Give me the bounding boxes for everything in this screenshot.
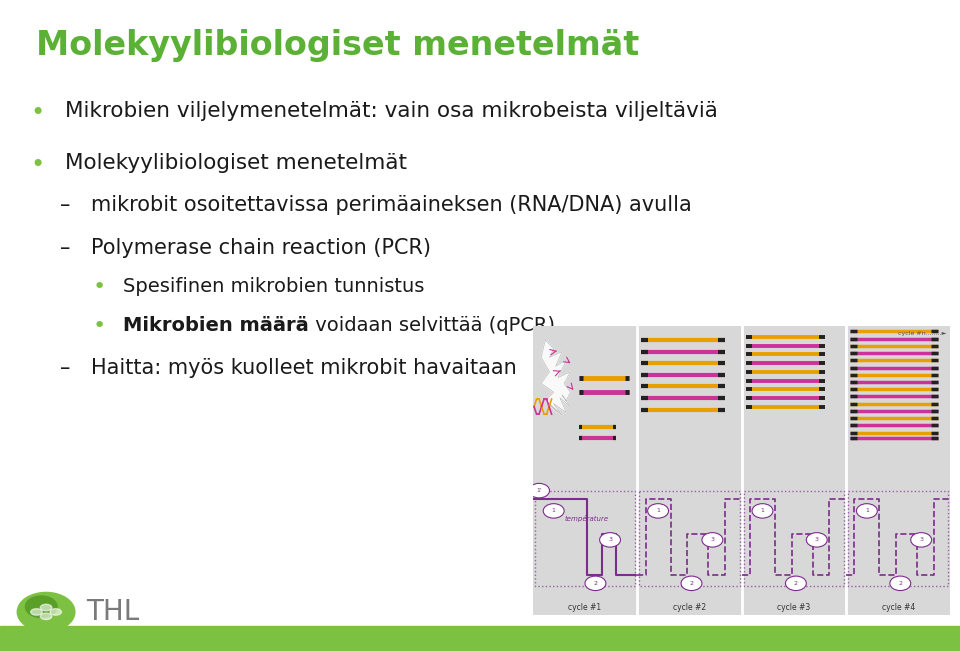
Text: 3: 3	[815, 537, 819, 542]
Ellipse shape	[38, 626, 69, 631]
Polygon shape	[541, 340, 570, 415]
Circle shape	[806, 533, 828, 547]
Circle shape	[681, 576, 702, 590]
Circle shape	[911, 533, 931, 547]
Text: 2: 2	[593, 581, 597, 586]
Circle shape	[600, 533, 620, 547]
Text: Spesifinen mikrobien tunnistus: Spesifinen mikrobien tunnistus	[123, 277, 424, 296]
Ellipse shape	[31, 609, 42, 615]
Text: Molekyylibiologiset menetelmät: Molekyylibiologiset menetelmät	[65, 153, 407, 173]
Text: cycle #4: cycle #4	[881, 603, 915, 613]
Text: cycle #2: cycle #2	[673, 603, 706, 613]
Text: 1': 1'	[537, 488, 542, 493]
Circle shape	[702, 533, 723, 547]
Text: –: –	[60, 238, 70, 258]
Text: 3: 3	[919, 537, 924, 542]
Circle shape	[856, 504, 877, 518]
Text: 2: 2	[689, 581, 693, 586]
Circle shape	[25, 596, 58, 617]
Text: Haitta: myös kuolleet mikrobit havaitaan: Haitta: myös kuolleet mikrobit havaitaan	[91, 358, 516, 378]
Ellipse shape	[40, 604, 52, 611]
Text: Mikrobien määrä: Mikrobien määrä	[123, 316, 308, 335]
Text: 1: 1	[865, 508, 869, 514]
Ellipse shape	[50, 609, 61, 615]
Text: cycle #1: cycle #1	[568, 603, 602, 613]
Text: •: •	[31, 153, 45, 177]
Text: 2: 2	[794, 581, 798, 586]
Text: 1: 1	[656, 508, 660, 514]
Circle shape	[529, 484, 549, 498]
Text: 3: 3	[608, 537, 612, 542]
Text: Mikrobien viljelymenetelmät: vain osa mikrobeista viljeltäviä: Mikrobien viljelymenetelmät: vain osa mi…	[65, 101, 718, 121]
Text: 3: 3	[710, 537, 714, 542]
Circle shape	[752, 504, 773, 518]
Text: THL: THL	[86, 598, 139, 626]
Circle shape	[890, 576, 911, 590]
Text: •: •	[93, 277, 107, 297]
Circle shape	[585, 576, 606, 590]
Text: cycle #n........►: cycle #n........►	[898, 331, 947, 337]
Text: cycle #3: cycle #3	[778, 603, 810, 613]
Text: Molekyylibiologiset menetelmät: Molekyylibiologiset menetelmät	[36, 29, 639, 62]
Bar	[0, 626, 960, 651]
Circle shape	[543, 504, 564, 518]
Circle shape	[17, 592, 75, 631]
Text: •: •	[31, 101, 45, 125]
Ellipse shape	[40, 613, 52, 620]
Text: –: –	[60, 358, 70, 378]
Text: 1: 1	[760, 508, 764, 514]
Text: Polymerase chain reaction (PCR): Polymerase chain reaction (PCR)	[91, 238, 431, 258]
Text: mikrobit osoitettavissa perimäaineksen (RNA/DNA) avulla: mikrobit osoitettavissa perimäaineksen (…	[91, 195, 692, 215]
Text: 1: 1	[552, 508, 556, 514]
Circle shape	[785, 576, 806, 590]
Text: 2: 2	[899, 581, 902, 586]
Text: •: •	[93, 316, 107, 336]
Text: température: température	[565, 516, 610, 523]
Text: –: –	[60, 195, 70, 215]
Text: voidaan selvittää (qPCR): voidaan selvittää (qPCR)	[308, 316, 555, 335]
Circle shape	[648, 504, 668, 518]
